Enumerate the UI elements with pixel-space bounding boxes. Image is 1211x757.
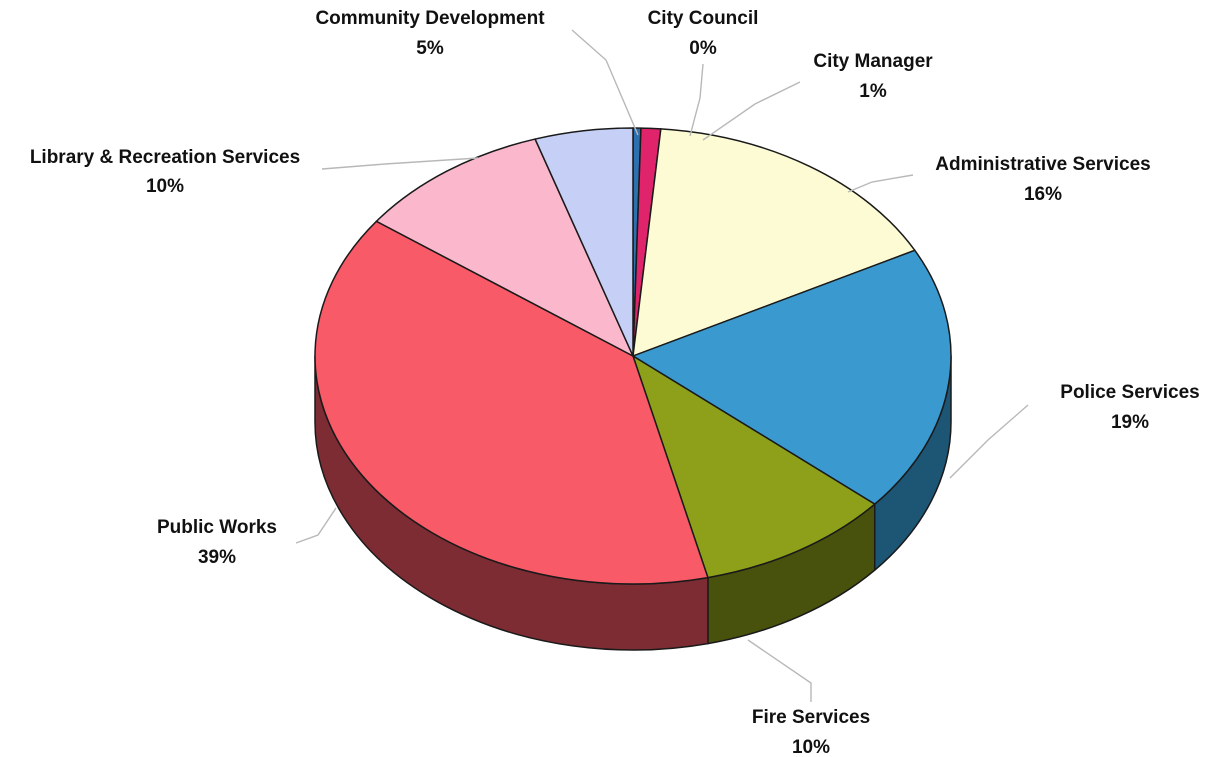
leader-line-public-works	[295, 507, 337, 544]
slice-name-fire-services: Fire Services	[752, 707, 870, 728]
slice-percent-community-development: 5%	[416, 38, 444, 59]
pie-slice-administrative-services	[632, 128, 916, 357]
slice-percent-administrative-services: 16%	[1024, 184, 1062, 205]
leader-line-city-manager	[702, 81, 801, 141]
leader-line-administrative-services	[847, 174, 914, 193]
slice-name-city-council: City Council	[648, 8, 759, 29]
pie-slice-police-services	[632, 249, 952, 505]
leader-line-police-services	[949, 404, 1029, 479]
slice-percent-police-services: 19%	[1111, 412, 1149, 433]
slice-name-administrative-services: Administrative Services	[935, 154, 1150, 175]
leader-line-library-recreation-services	[321, 157, 479, 170]
slice-name-police-services: Police Services	[1060, 382, 1199, 403]
slice-labels: City Council 0% City Manager 1% Administrati…	[30, 8, 1200, 757]
pie-slice-public-works	[314, 220, 709, 585]
slice-name-community-development: Community Development	[315, 8, 545, 29]
slice-percent-fire-services: 10%	[792, 737, 830, 757]
leader-line-city-council	[689, 63, 704, 137]
slice-percent-public-works: 39%	[198, 547, 236, 568]
slice-name-library-recreation-services: Library & Recreation Services	[30, 147, 300, 168]
pie-slice-community-development	[534, 127, 634, 357]
slice-percent-city-council: 0%	[689, 38, 717, 59]
pie-slice-library-recreation-services	[375, 138, 634, 357]
slice-percent-city-manager: 1%	[859, 81, 887, 102]
slice-percent-library-recreation-services: 10%	[146, 176, 184, 197]
leader-lines	[295, 29, 1029, 702]
pie-slice-fire-services	[632, 355, 876, 579]
slice-name-public-works: Public Works	[157, 517, 277, 538]
leader-line-community-development	[571, 29, 639, 136]
leader-line-fire-services	[747, 639, 812, 702]
slice-name-city-manager: City Manager	[813, 51, 933, 72]
pie-slices	[314, 127, 952, 585]
